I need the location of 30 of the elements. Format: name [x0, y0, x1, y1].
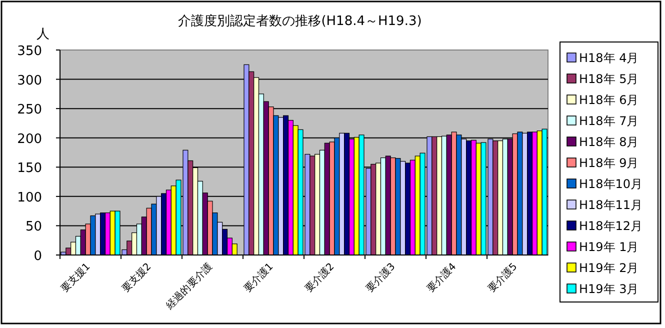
legend-label: H19年 2月 — [579, 261, 639, 275]
legend-label: H18年 5月 — [579, 72, 639, 86]
y-tick-label: 0 — [34, 249, 42, 264]
y-tick-label: 350 — [17, 44, 42, 59]
legend-label: H18年10月 — [579, 177, 643, 191]
legend-label: H18年 8月 — [579, 135, 639, 149]
y-tick-label: 100 — [17, 190, 42, 206]
x-tick-label: 経過的要介護 — [163, 260, 215, 312]
legend-label: H19年 1月 — [579, 240, 639, 254]
y-axis-title: 人 — [36, 27, 50, 42]
x-tick-label: 要支援1 — [58, 260, 93, 295]
y-tick-label: 150 — [17, 161, 42, 176]
legend-label: H19年 3月 — [579, 282, 639, 296]
y-tick-label: 300 — [17, 73, 42, 88]
legend-label: H18年11月 — [579, 198, 643, 212]
y-tick-label: 50 — [25, 220, 42, 235]
legend-label: H18年12月 — [579, 219, 643, 233]
x-tick-label: 要介護2 — [302, 260, 337, 295]
x-tick-label: 要介護5 — [485, 260, 520, 295]
legend-label: H18年 4月 — [579, 51, 639, 65]
y-tick-label: 200 — [17, 132, 42, 147]
legend-label: H18年 6月 — [579, 93, 639, 107]
x-tick-label: 要介護3 — [363, 260, 398, 295]
x-tick-label: 要支援2 — [119, 260, 154, 295]
y-tick-label: 250 — [17, 102, 42, 118]
legend-label: H18年 7月 — [579, 114, 639, 128]
x-tick-label: 要介護4 — [424, 260, 459, 295]
legend-label: H18年 9月 — [579, 156, 639, 170]
chart-title: 介護度別認定者数の推移(H18.4～H19.3) — [178, 13, 422, 29]
x-tick-label: 要介護1 — [241, 260, 276, 295]
